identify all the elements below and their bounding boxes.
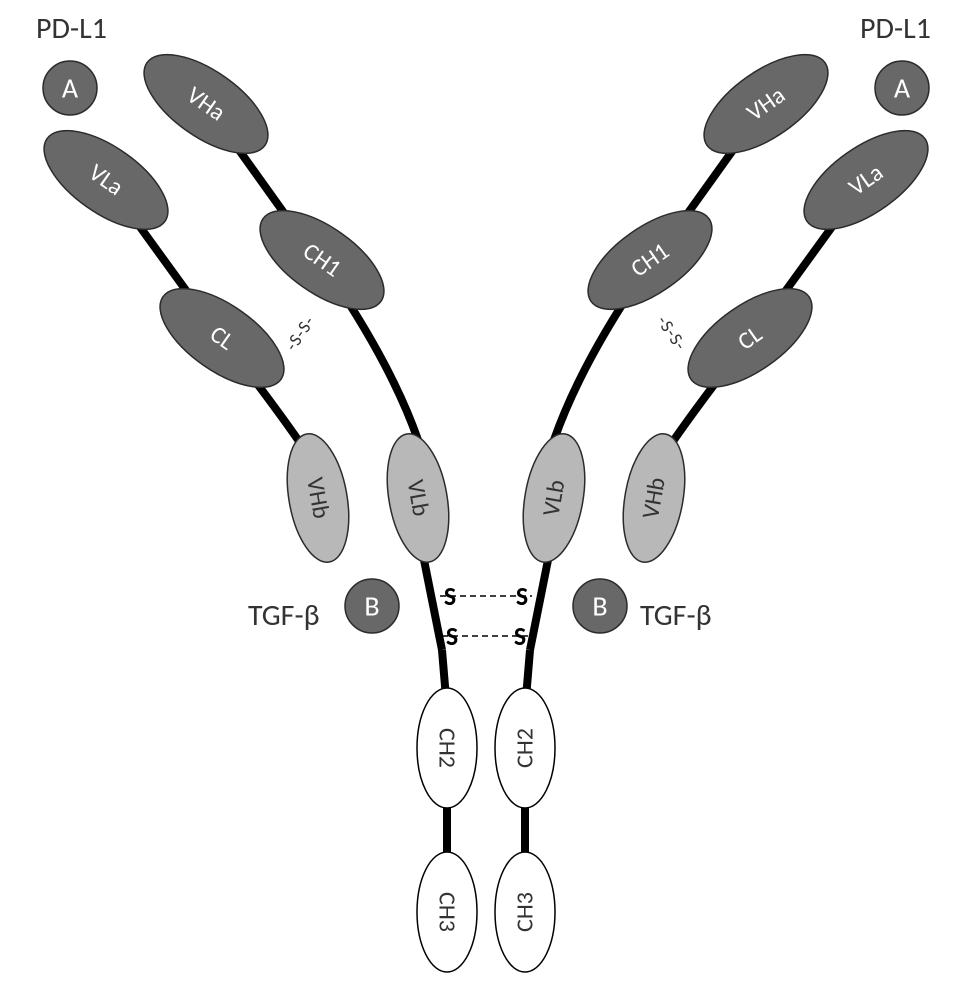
label-circle-a-right: A — [894, 71, 911, 106]
label-circle-b-right: B — [592, 589, 607, 624]
label-ch3-right: CH3 — [511, 892, 540, 932]
domain-right-ch2: CH2 — [495, 688, 555, 808]
label-ch2-right: CH2 — [511, 728, 540, 768]
domain-left-vla: VLa — [28, 112, 184, 249]
label-circle-b-left: B — [364, 589, 379, 624]
label-tgf-left: TGF-β — [248, 597, 320, 634]
s-left-1: S — [444, 580, 456, 612]
ss-bond-left: -S-S- — [280, 311, 319, 355]
domain-left-vhb: VHb — [278, 429, 358, 567]
domain-right-ch1: CH1 — [572, 192, 728, 329]
domain-right-cl: CL — [672, 270, 828, 407]
label-vlb-left: VLb — [401, 478, 436, 519]
s-right-1: S — [516, 580, 528, 612]
domain-left-vlb: VLb — [378, 429, 458, 567]
ss-bond-right: -S-S- — [652, 311, 691, 355]
label-pdl1-right: PD-L1 — [860, 10, 931, 47]
label-pdl1-left: PD-L1 — [36, 10, 107, 47]
domain-left-ch3: CH3 — [417, 852, 477, 972]
domain-right-vhb: VHb — [614, 429, 694, 567]
domain-right-vla: VLa — [788, 112, 944, 249]
label-ch3-left: CH3 — [433, 892, 462, 932]
domain-right-ch3: CH3 — [495, 852, 555, 972]
s-left-2: S — [446, 620, 458, 652]
domain-left-cl: CL — [144, 270, 300, 407]
label-vlb-right: VLb — [537, 478, 572, 519]
s-right-2: S — [514, 620, 526, 652]
domain-left-ch1: CH1 — [244, 192, 400, 329]
antibody-diagram: VHa CH1 VLa CL -S-S- VHa CH1 VLa CL -S-S… — [0, 0, 972, 1000]
domain-left-ch2: CH2 — [417, 688, 477, 808]
domain-right-vha: VHa — [688, 36, 844, 173]
label-circle-a-left: A — [62, 71, 79, 106]
label-ch2-left: CH2 — [433, 728, 462, 768]
domain-right-vlb: VLb — [514, 429, 594, 567]
domain-left-vha: VHa — [128, 36, 284, 173]
label-tgf-right: TGF-β — [640, 597, 712, 634]
